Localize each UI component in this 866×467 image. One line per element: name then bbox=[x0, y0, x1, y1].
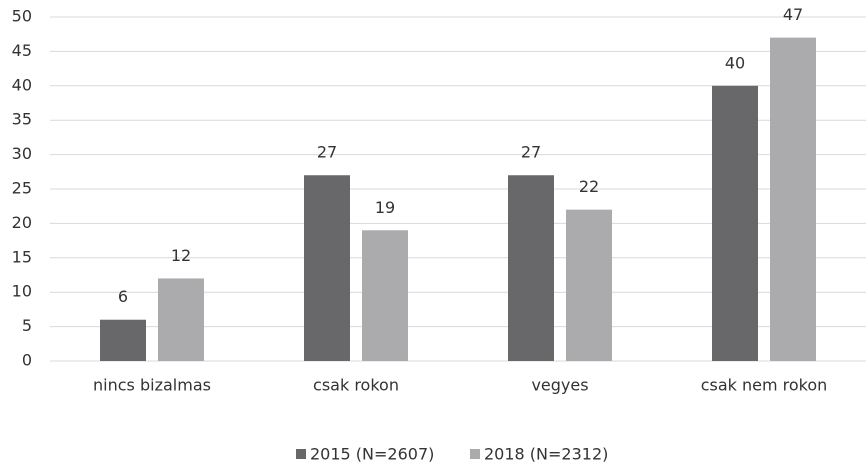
y-tick-label: 35 bbox=[12, 110, 32, 129]
bar bbox=[362, 230, 408, 361]
x-tick-label: vegyes bbox=[531, 376, 588, 395]
x-tick-label: nincs bizalmas bbox=[93, 376, 211, 395]
y-tick-label: 40 bbox=[12, 75, 32, 94]
bar bbox=[100, 319, 146, 361]
y-tick-label: 20 bbox=[12, 213, 32, 232]
y-tick-label: 0 bbox=[22, 351, 32, 370]
bar bbox=[770, 37, 816, 361]
x-tick-label: csak rokon bbox=[313, 376, 399, 395]
value-label: 12 bbox=[171, 246, 191, 265]
value-label: 27 bbox=[317, 143, 337, 162]
x-tick-label: csak nem rokon bbox=[701, 376, 828, 395]
value-label: 6 bbox=[118, 287, 128, 306]
bar bbox=[712, 85, 758, 362]
value-label: 22 bbox=[579, 177, 599, 196]
bar bbox=[304, 175, 350, 361]
y-tick-label: 15 bbox=[12, 247, 32, 266]
bar bbox=[158, 278, 204, 361]
legend-label: 2018 (N=2312) bbox=[484, 445, 608, 464]
value-label: 40 bbox=[725, 53, 745, 72]
legend-swatch bbox=[470, 449, 480, 459]
legend-swatch bbox=[296, 449, 306, 459]
bar bbox=[566, 209, 612, 361]
bar bbox=[508, 175, 554, 361]
value-label: 19 bbox=[375, 198, 395, 217]
value-label: 47 bbox=[783, 5, 803, 24]
y-tick-label: 50 bbox=[12, 7, 32, 26]
value-label: 27 bbox=[521, 143, 541, 162]
y-tick-label: 25 bbox=[12, 179, 32, 198]
y-tick-label: 5 bbox=[22, 316, 32, 335]
y-tick-label: 30 bbox=[12, 144, 32, 163]
legend-label: 2015 (N=2607) bbox=[310, 445, 434, 464]
y-tick-label: 45 bbox=[12, 41, 32, 60]
y-tick-label: 10 bbox=[12, 282, 32, 301]
